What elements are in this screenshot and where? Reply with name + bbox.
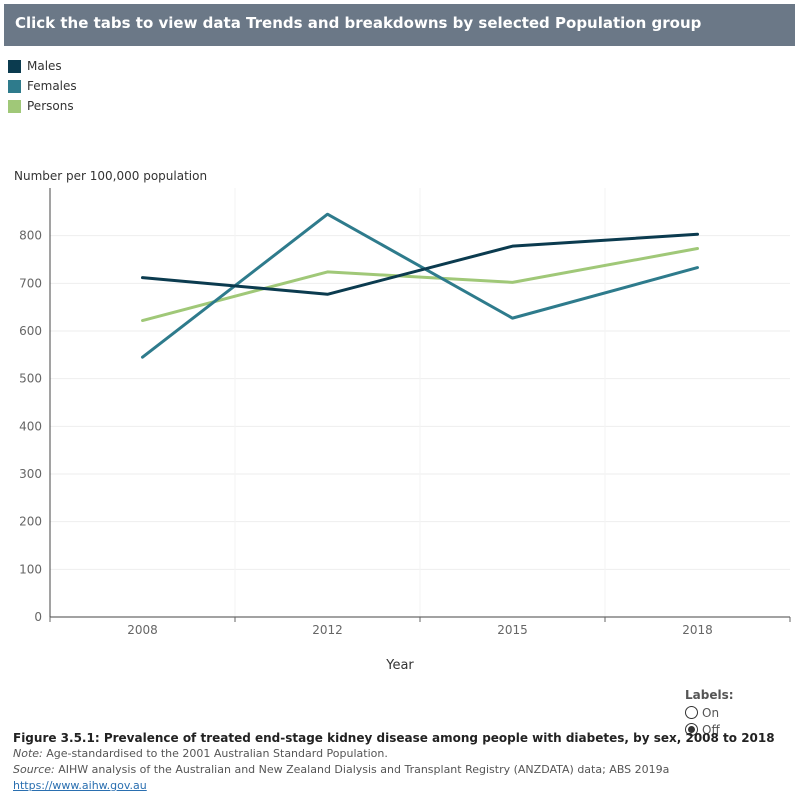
legend-item-males[interactable]: Males <box>8 56 77 76</box>
radio-off[interactable] <box>685 723 698 736</box>
legend-swatch-males <box>8 59 21 73</box>
figure-footer: Figure 3.5.1: Prevalence of treated end-… <box>13 730 775 794</box>
line-chart: Number per 100,000 population 0 100 200 300 4… <box>14 169 791 673</box>
header-bar: Click the tabs to view data Trends and b… <box>4 4 795 46</box>
x-tick-label: 2008 <box>127 623 158 637</box>
x-tick-label: 2015 <box>497 623 528 637</box>
y-tick-label: 400 <box>19 419 42 433</box>
legend-item-females[interactable]: Females <box>8 76 77 96</box>
y-tick-label: 800 <box>19 229 42 243</box>
source-link[interactable]: https://www.aihw.gov.au <box>13 779 147 792</box>
legend-item-persons[interactable]: Persons <box>8 96 77 116</box>
figure-title: Figure 3.5.1: Prevalence of treated end-… <box>13 731 775 745</box>
labels-control: Labels: On Off <box>685 688 734 738</box>
x-axis-title: Year <box>385 658 414 673</box>
labels-control-title: Labels: <box>685 688 734 702</box>
legend: Males Females Persons <box>8 56 77 116</box>
figure-note: Note: Age-standardised to the 2001 Austr… <box>13 746 775 762</box>
y-axis-title: Number per 100,000 population <box>14 169 207 183</box>
source-text: AIHW analysis of the Australian and New … <box>54 763 670 776</box>
legend-swatch-females <box>8 79 21 93</box>
x-tick-label: 2012 <box>312 623 343 637</box>
labels-option-off-label: Off <box>702 722 720 737</box>
labels-option-on[interactable]: On <box>685 704 734 721</box>
note-label: Note: <box>13 747 43 760</box>
labels-option-off[interactable]: Off <box>685 721 734 738</box>
x-tick-label: 2018 <box>682 623 713 637</box>
y-tick-label: 0 <box>34 610 42 624</box>
figure-source: Source: AIHW analysis of the Australian … <box>13 762 775 778</box>
series-line-males <box>141 232 699 296</box>
legend-swatch-persons <box>8 99 21 113</box>
source-label: Source: <box>13 763 55 776</box>
legend-label-males: Males <box>27 59 62 73</box>
y-tick-label: 600 <box>19 324 42 338</box>
y-tick-label: 500 <box>19 372 42 386</box>
series-line-persons <box>141 247 699 323</box>
y-tick-label: 700 <box>19 276 42 290</box>
radio-on[interactable] <box>685 706 698 719</box>
labels-option-on-label: On <box>702 705 720 720</box>
header-title: Click the tabs to view data Trends and b… <box>15 14 702 32</box>
y-tick-label: 200 <box>19 515 42 529</box>
note-text: Age-standardised to the 2001 Australian … <box>42 747 388 760</box>
legend-label-females: Females <box>27 79 77 93</box>
y-tick-label: 300 <box>19 467 42 481</box>
y-tick-label: 100 <box>19 562 42 576</box>
legend-label-persons: Persons <box>27 99 74 113</box>
